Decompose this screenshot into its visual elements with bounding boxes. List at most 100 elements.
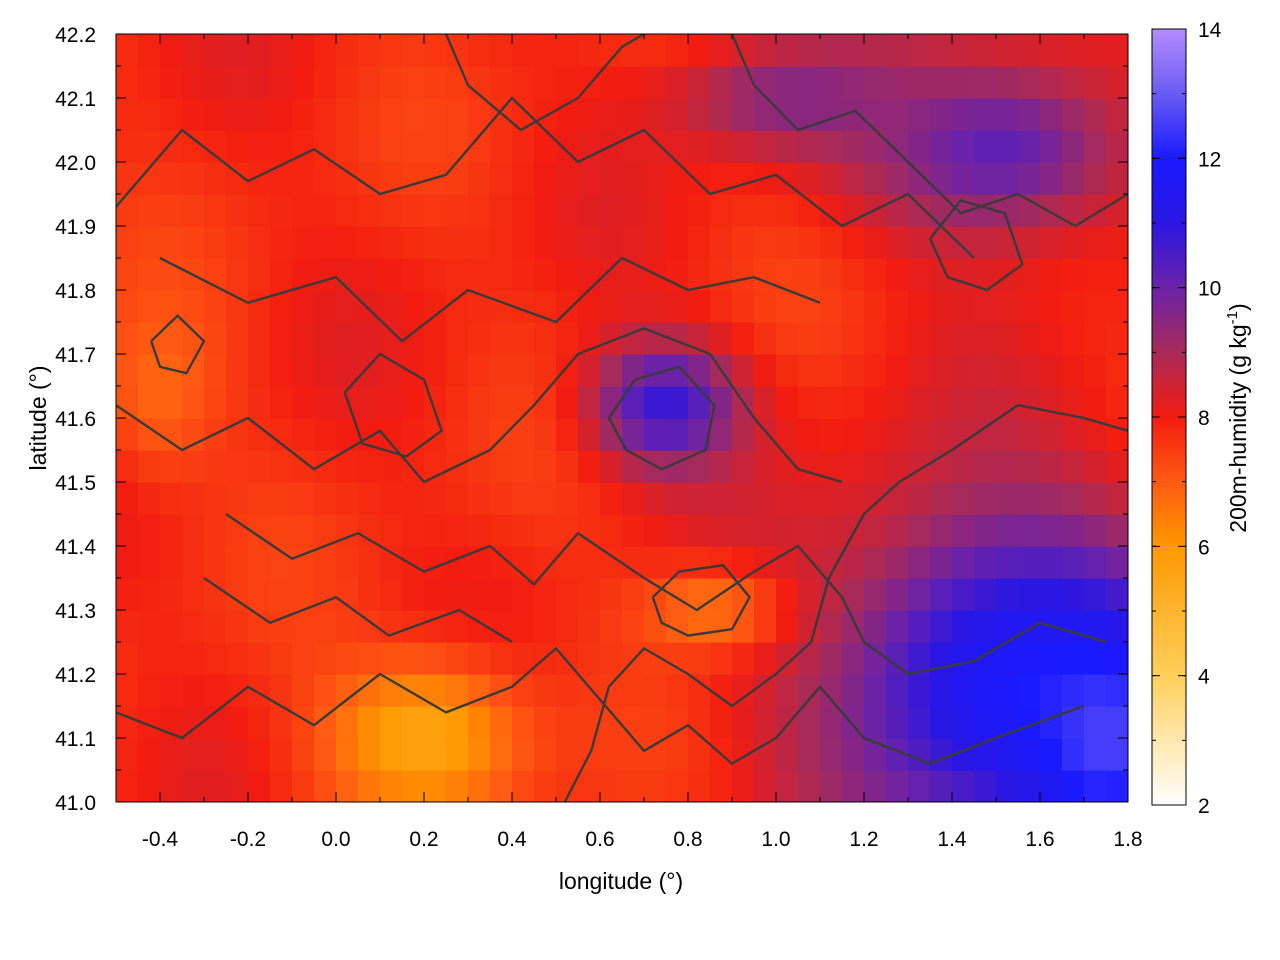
heatmap-cell	[754, 34, 777, 67]
heatmap-cell	[842, 322, 865, 355]
heatmap-cell	[600, 290, 623, 323]
heatmap-cell	[864, 770, 887, 802]
heatmap-cell	[622, 610, 645, 643]
heatmap-cell	[622, 706, 645, 739]
heatmap-cell	[666, 354, 689, 387]
heatmap-cell	[226, 482, 249, 515]
heatmap-cell	[600, 418, 623, 451]
heatmap-cell	[358, 34, 381, 67]
heatmap-cell	[138, 642, 161, 675]
heatmap-cell	[578, 98, 601, 131]
heatmap-cell	[534, 450, 557, 483]
heatmap-cell	[754, 130, 777, 163]
heatmap-cell	[600, 226, 623, 259]
heatmap-cell	[952, 706, 975, 739]
heatmap-cell	[710, 34, 733, 67]
heatmap-cell	[974, 290, 997, 323]
contour-line	[203, 577, 513, 644]
heatmap-cell	[886, 322, 909, 355]
heatmap-cell	[138, 706, 161, 739]
heatmap-cell	[798, 34, 821, 67]
heatmap-cell	[424, 738, 447, 771]
heatmap-cell	[248, 194, 271, 227]
heatmap-cell	[116, 546, 139, 579]
heatmap-cell	[798, 258, 821, 291]
heatmap-cell	[424, 194, 447, 227]
heatmap-cell	[556, 578, 579, 611]
heatmap-cell	[226, 290, 249, 323]
heatmap-cell	[842, 290, 865, 323]
heatmap-cell	[688, 514, 711, 547]
heatmap-cell	[820, 290, 843, 323]
heatmap-cell	[116, 162, 139, 195]
heatmap-cell	[600, 546, 623, 579]
heatmap-cell	[886, 354, 909, 387]
heatmap-cell	[116, 770, 139, 802]
heatmap-cell	[380, 642, 403, 675]
heatmap-cell	[534, 738, 557, 771]
heatmap-cell	[358, 674, 381, 707]
heatmap-cell	[930, 450, 953, 483]
heatmap-cell	[446, 354, 469, 387]
heatmap-cell	[886, 578, 909, 611]
heatmap-cell	[974, 578, 997, 611]
heatmap-cell	[732, 738, 755, 771]
heatmap-cell	[116, 354, 139, 387]
heatmap-cell	[732, 546, 755, 579]
heatmap-cell	[666, 194, 689, 227]
heatmap-cell	[710, 386, 733, 419]
heatmap-cell	[512, 514, 535, 547]
heatmap-cell	[996, 546, 1019, 579]
heatmap-cell	[974, 322, 997, 355]
heatmap-cell	[182, 130, 205, 163]
heatmap-cell	[886, 674, 909, 707]
heatmap-cell	[710, 322, 733, 355]
heatmap-cell	[622, 578, 645, 611]
heatmap-cell	[534, 162, 557, 195]
heatmap-cell	[644, 66, 667, 99]
heatmap-cell	[314, 610, 337, 643]
heatmap-cell	[974, 450, 997, 483]
heatmap-cell	[732, 290, 755, 323]
heatmap-cell	[688, 226, 711, 259]
heatmap-cell	[270, 98, 293, 131]
heatmap-cell	[292, 578, 315, 611]
heatmap-cell	[864, 130, 887, 163]
heatmap-cell	[1040, 482, 1063, 515]
heatmap-cell	[1040, 226, 1063, 259]
heatmap-cell	[1062, 258, 1085, 291]
heatmap-cell	[226, 770, 249, 802]
heatmap-cell	[1106, 226, 1128, 259]
heatmap-cell	[116, 66, 139, 99]
heatmap-cell	[314, 386, 337, 419]
heatmap-cell	[644, 706, 667, 739]
heatmap-cell	[622, 386, 645, 419]
heatmap-cell	[974, 482, 997, 515]
heatmap-cell	[578, 162, 601, 195]
heatmap-cell	[710, 482, 733, 515]
heatmap-cell	[798, 610, 821, 643]
heatmap-cell	[182, 738, 205, 771]
heatmap-cell	[908, 226, 931, 259]
heatmap-cell	[402, 98, 425, 131]
heatmap-cell	[820, 386, 843, 419]
heatmap-cell	[204, 770, 227, 802]
heatmap-cell	[314, 34, 337, 67]
heatmap-cell	[908, 354, 931, 387]
heatmap-cell	[644, 642, 667, 675]
heatmap-cell	[996, 610, 1019, 643]
heatmap-cell	[292, 482, 315, 515]
heatmap-cell	[710, 514, 733, 547]
heatmap-cell	[974, 674, 997, 707]
heatmap-cell	[1084, 258, 1107, 291]
y-tick-label: 41.3	[55, 600, 96, 623]
heatmap-cell	[930, 162, 953, 195]
heatmap-cell	[622, 674, 645, 707]
heatmap-cell	[1084, 482, 1107, 515]
heatmap-cell	[446, 130, 469, 163]
heatmap-cell	[1018, 418, 1041, 451]
heatmap-cell	[974, 162, 997, 195]
heatmap-cell	[864, 258, 887, 291]
heatmap-cell	[116, 322, 139, 355]
heatmap-cell	[512, 418, 535, 451]
